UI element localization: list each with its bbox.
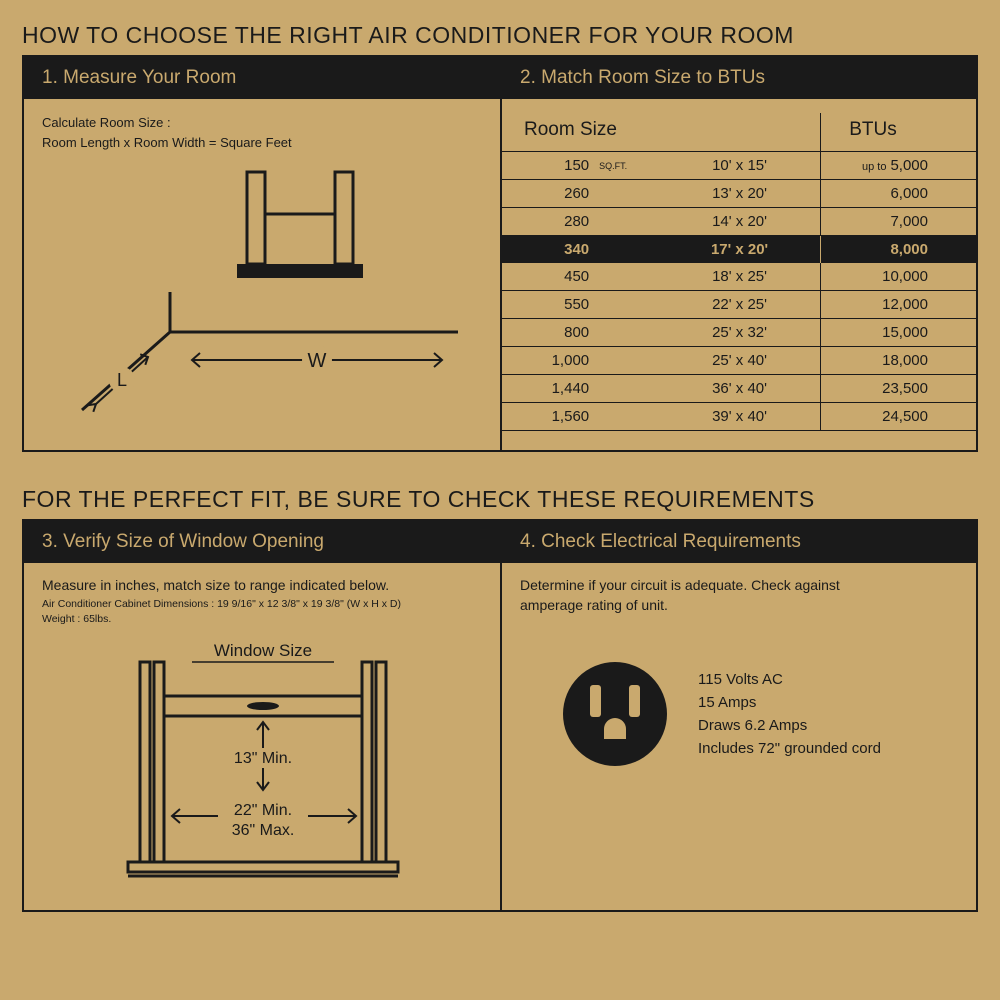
panel4-instr2: amperage rating of unit. xyxy=(520,597,958,613)
l-label: L xyxy=(117,370,127,390)
col-btus: BTUs xyxy=(821,113,976,152)
top-section: 1. Measure Your Room Calculate Room Size… xyxy=(22,57,978,452)
calc-formula: Room Length x Room Width = Square Feet xyxy=(42,133,482,153)
table-row: 55022' x 25'12,000 xyxy=(502,291,976,319)
col-room-size: Room Size xyxy=(502,113,821,152)
spec-volts: 115 Volts AC xyxy=(698,668,881,691)
table-row: 1,00025' x 40'18,000 xyxy=(502,347,976,375)
table-row: 28014' x 20'7,000 xyxy=(502,208,976,236)
panel-measure-room: 1. Measure Your Room Calculate Room Size… xyxy=(24,57,502,450)
table-row: 150SQ.FT.10' x 15'up to5,000 xyxy=(502,152,976,180)
panel3-instr: Measure in inches, match size to range i… xyxy=(42,577,482,593)
width-max: 36" Max. xyxy=(232,822,295,839)
panel-electrical: 4. Check Electrical Requirements Determi… xyxy=(502,521,976,910)
window-diagram: Window Size 13" Min. xyxy=(42,632,482,892)
table-row: 45018' x 25'10,000 xyxy=(502,263,976,291)
room-diagram: W L xyxy=(42,152,482,432)
spec-cord: Includes 72" grounded cord xyxy=(698,737,881,760)
panel4-instr1: Determine if your circuit is adequate. C… xyxy=(520,577,958,593)
panel2-header: 2. Match Room Size to BTUs xyxy=(502,57,976,99)
width-min: 22" Min. xyxy=(234,802,292,819)
outlet-icon xyxy=(560,659,670,769)
panel-window-opening: 3. Verify Size of Window Opening Measure… xyxy=(24,521,502,910)
w-label: W xyxy=(308,350,327,372)
calc-label: Calculate Room Size : xyxy=(42,113,482,133)
table-row: 80025' x 32'15,000 xyxy=(502,319,976,347)
table-row: 1,44036' x 40'23,500 xyxy=(502,375,976,403)
spec-amps: 15 Amps xyxy=(698,691,881,714)
cabinet-dims: Air Conditioner Cabinet Dimensions : 19 … xyxy=(42,597,482,612)
height-min: 13" Min. xyxy=(234,750,292,767)
top-title: HOW TO CHOOSE THE RIGHT AIR CONDITIONER … xyxy=(22,22,978,57)
panel1-header: 1. Measure Your Room xyxy=(24,57,500,99)
table-row: 1,56039' x 40'24,500 xyxy=(502,403,976,431)
panel-btu-table: 2. Match Room Size to BTUs Room Size BTU… xyxy=(502,57,976,450)
bottom-title: FOR THE PERFECT FIT, BE SURE TO CHECK TH… xyxy=(22,486,978,521)
spec-draws: Draws 6.2 Amps xyxy=(698,714,881,737)
panel4-header: 4. Check Electrical Requirements xyxy=(502,521,976,563)
bottom-section: 3. Verify Size of Window Opening Measure… xyxy=(22,521,978,912)
panel3-header: 3. Verify Size of Window Opening xyxy=(24,521,500,563)
table-row: 34017' x 20'8,000 xyxy=(502,236,976,264)
window-size-label: Window Size xyxy=(214,641,312,660)
table-row: 26013' x 20'6,000 xyxy=(502,180,976,208)
electrical-specs: 115 Volts AC 15 Amps Draws 6.2 Amps Incl… xyxy=(698,668,881,761)
btu-table: Room Size BTUs 150SQ.FT.10' x 15'up to5,… xyxy=(502,113,976,431)
weight: Weight : 65lbs. xyxy=(42,612,482,627)
